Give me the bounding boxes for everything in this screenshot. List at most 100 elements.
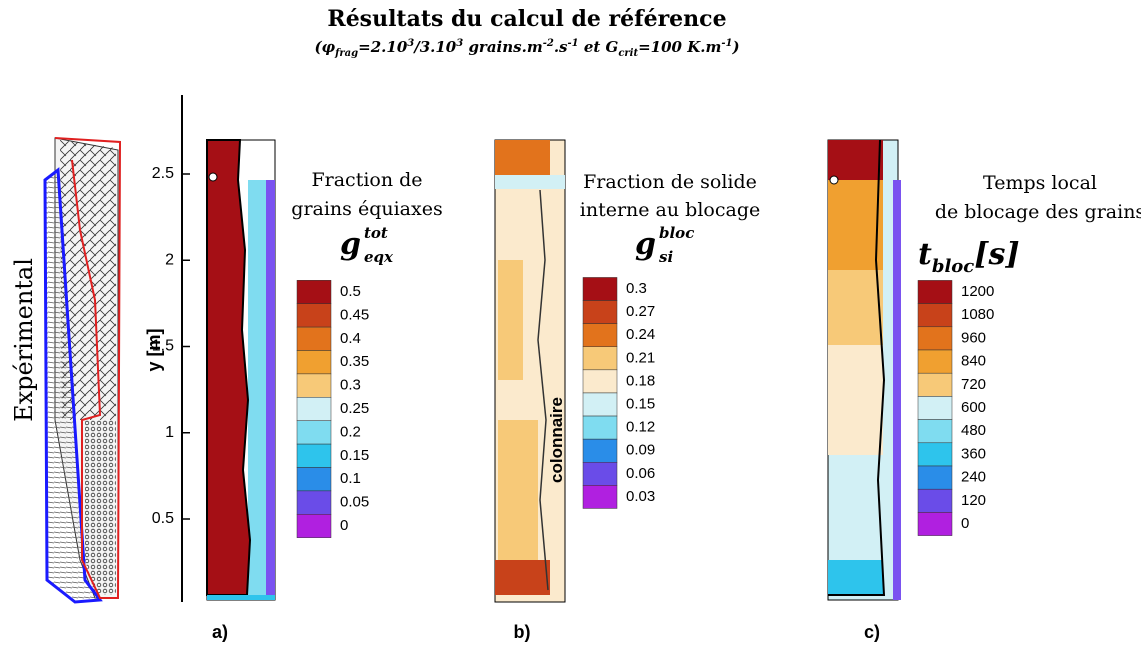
colorbar-swatch bbox=[917, 303, 953, 328]
sub-part: -1 bbox=[721, 38, 732, 49]
colorbar-swatch bbox=[582, 392, 618, 417]
sub-part: 3 bbox=[407, 38, 414, 49]
colorbar-label: 0.18 bbox=[626, 372, 655, 389]
colorbar-swatch bbox=[296, 303, 332, 328]
symbol: g bloc si bbox=[635, 224, 694, 266]
colorbar-label: 0.35 bbox=[340, 353, 369, 370]
colorbar-swatch bbox=[296, 467, 332, 492]
colorbar-swatch bbox=[296, 397, 332, 421]
colorbar-label: 0.12 bbox=[626, 419, 655, 436]
colorbar-label: 0.25 bbox=[340, 400, 369, 417]
symbol-main: g bbox=[340, 227, 361, 262]
colorbar-label: 960 bbox=[961, 329, 986, 346]
panel-tag: a) bbox=[212, 622, 228, 642]
colorbar-swatch bbox=[296, 326, 332, 351]
colorbar-swatch bbox=[917, 280, 953, 304]
symbol-unit: [s] bbox=[974, 237, 1019, 272]
sub-part: -2 bbox=[543, 38, 554, 49]
colorbar-label: 0.27 bbox=[626, 303, 655, 320]
colorbar-swatch bbox=[582, 415, 618, 440]
colorbar: 0.3 0.27 0.24 0.21 0.18 0.15 0.12 0.09 0.06 0.03 bbox=[582, 277, 655, 509]
colorbar-label: 0.24 bbox=[626, 326, 655, 343]
colorbar-swatch bbox=[582, 277, 618, 301]
caption: interne au blocage bbox=[580, 199, 760, 221]
colorbar-label: 600 bbox=[961, 399, 986, 416]
colorbar-label: 0.2 bbox=[340, 423, 361, 440]
sub-part: -1 bbox=[567, 38, 578, 49]
colorbar-label: 0.15 bbox=[340, 447, 369, 464]
sub-part: =2.10 bbox=[358, 38, 408, 56]
symbol-sub: si bbox=[659, 248, 673, 266]
colorbar-label: 0.09 bbox=[626, 442, 655, 459]
experimental-sketch bbox=[43, 137, 122, 604]
colorbar-label: 720 bbox=[961, 376, 986, 393]
colorbar-swatch bbox=[296, 373, 332, 398]
colorbar-label: 480 bbox=[961, 422, 986, 439]
symbol: g tot eqx bbox=[340, 224, 394, 266]
colorbar-swatch bbox=[582, 346, 618, 371]
caption: Temps local bbox=[983, 172, 1097, 194]
panel-tag: b) bbox=[514, 622, 531, 642]
colorbar-swatch bbox=[917, 419, 953, 444]
y-tick-label: 0.5 bbox=[152, 510, 174, 527]
y-tick-label: 2.5 bbox=[152, 165, 174, 182]
colorbar-label: 0.03 bbox=[626, 488, 655, 505]
colorbar-label: 120 bbox=[961, 492, 986, 509]
colorbar-swatch bbox=[917, 512, 953, 536]
sub-part: et G bbox=[579, 38, 619, 56]
sub-part: 3 bbox=[456, 38, 463, 49]
symbol-sup: tot bbox=[364, 224, 388, 242]
sub-part: (φ bbox=[314, 38, 335, 56]
map-c bbox=[827, 139, 901, 601]
symbol-main: g bbox=[635, 227, 656, 262]
colorbar-swatch bbox=[582, 462, 618, 486]
colorbar-label: 240 bbox=[961, 469, 986, 486]
colorbar-swatch bbox=[917, 372, 953, 397]
sub-part: .s bbox=[554, 38, 568, 56]
colorbar-swatch bbox=[296, 280, 332, 304]
sub-part: /3.10 bbox=[412, 38, 457, 56]
symbol-sub: bloc bbox=[932, 256, 974, 277]
colorbar-swatch bbox=[917, 488, 953, 513]
map-a bbox=[206, 139, 276, 601]
annotation: colonnaire bbox=[547, 397, 566, 483]
title: Résultats du calcul de référence bbox=[327, 6, 726, 32]
colorbar-swatch bbox=[582, 369, 618, 394]
colorbar-swatch bbox=[296, 490, 332, 515]
colorbar-label: 0 bbox=[961, 515, 969, 532]
y-tick-label: 1 bbox=[165, 424, 174, 441]
symbol-sup: bloc bbox=[659, 224, 694, 242]
colorbar-swatch bbox=[917, 349, 953, 374]
colorbar-label: 0.4 bbox=[340, 330, 361, 347]
y-axis-label: y [m] bbox=[144, 328, 164, 371]
caption: Fraction de solide bbox=[583, 171, 757, 193]
colorbar-swatch bbox=[582, 323, 618, 347]
colorbar-swatch bbox=[296, 420, 332, 445]
colorbar-label: 0.05 bbox=[340, 494, 369, 511]
colorbar-swatch bbox=[582, 438, 618, 463]
colorbar-label: 0.21 bbox=[626, 349, 655, 366]
map-b bbox=[494, 139, 566, 603]
colorbar-swatch bbox=[582, 300, 618, 324]
colorbar-label: 0.5 bbox=[340, 283, 361, 300]
caption: de blocage des grains bbox=[935, 201, 1141, 223]
colorbar-label: 840 bbox=[961, 353, 986, 370]
panel-tag: c) bbox=[864, 622, 880, 642]
sub-part: ) bbox=[731, 38, 739, 56]
colorbar-swatch bbox=[917, 396, 953, 420]
colorbar-label: 0.45 bbox=[340, 306, 369, 323]
colorbar-label: 0.3 bbox=[626, 280, 647, 297]
y-ticks: 0.5 1 1.5 2 2.5 bbox=[152, 165, 190, 527]
colorbar-label: 1080 bbox=[961, 306, 994, 323]
colorbar-label: 0.15 bbox=[626, 395, 655, 412]
y-tick-label: 2 bbox=[165, 251, 174, 268]
colorbar-swatch bbox=[296, 350, 332, 375]
colorbar-label: 0.3 bbox=[340, 377, 361, 394]
colorbar-label: 0.1 bbox=[340, 470, 361, 487]
experimental-label: Expérimental bbox=[10, 258, 38, 422]
colorbar-label: 360 bbox=[961, 445, 986, 462]
